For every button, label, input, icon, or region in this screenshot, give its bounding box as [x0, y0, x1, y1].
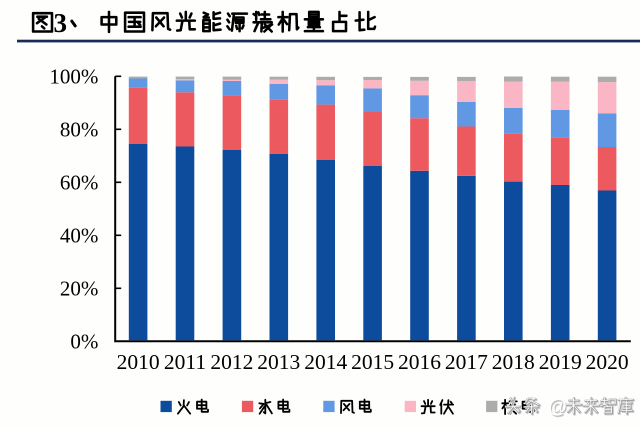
svg-text:2017: 2017: [445, 350, 488, 374]
svg-text:3: 3: [54, 8, 68, 38]
svg-text:2013: 2013: [257, 350, 300, 374]
svg-text:100%: 100%: [49, 65, 98, 89]
svg-text:2012: 2012: [210, 350, 253, 374]
svg-text:@: @: [549, 398, 568, 419]
svg-text:40%: 40%: [60, 224, 99, 248]
svg-text:60%: 60%: [60, 171, 99, 195]
svg-text:2016: 2016: [398, 350, 441, 374]
svg-text:2018: 2018: [492, 350, 535, 374]
svg-text:2019: 2019: [539, 350, 582, 374]
svg-text:2011: 2011: [164, 350, 206, 374]
svg-text:0%: 0%: [70, 330, 98, 354]
svg-text:2014: 2014: [304, 350, 347, 374]
svg-text:2015: 2015: [351, 350, 394, 374]
svg-text:80%: 80%: [60, 118, 99, 142]
svg-text:2020: 2020: [586, 350, 629, 374]
svg-text:20%: 20%: [60, 277, 99, 301]
svg-text:@: @: [548, 397, 567, 418]
svg-text:2010: 2010: [117, 350, 160, 374]
svg-text:@: @: [549, 398, 568, 419]
